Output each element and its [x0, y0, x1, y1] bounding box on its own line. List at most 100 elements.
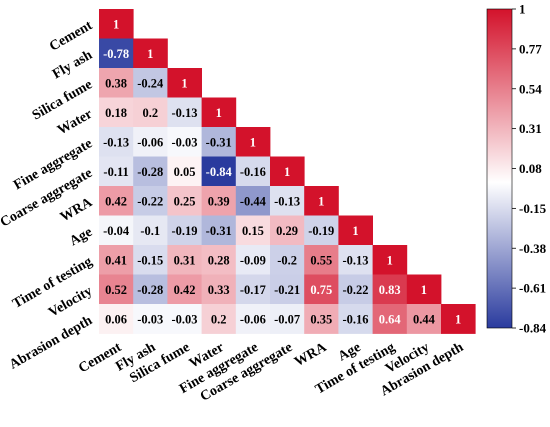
heatmap-cell	[235, 156, 271, 187]
heatmap-cell	[167, 156, 202, 187]
heatmap-cell	[201, 245, 237, 275]
heatmap-cell	[235, 127, 271, 157]
y-tick-label: WRA	[58, 195, 96, 226]
heatmap-cell	[304, 245, 339, 275]
cell-value-label: -0.03	[171, 135, 197, 149]
cell-value-label: -0.28	[137, 165, 163, 179]
cell-value-label: -0.06	[137, 135, 163, 149]
heatmap-cell	[304, 274, 339, 305]
cell-value-label: 1	[147, 47, 153, 61]
cell-value-label: 1	[113, 17, 119, 31]
cell-value-label: 0.52	[105, 283, 127, 297]
cell-value-label: 0.42	[105, 194, 127, 208]
colorbar-tick-label: 1	[519, 2, 526, 17]
heatmap-cell	[338, 274, 373, 305]
cell-value-label: -0.13	[171, 106, 197, 120]
cell-value-label: -0.24	[137, 76, 164, 90]
cell-value-label: -0.17	[240, 283, 266, 297]
heatmap-cell	[133, 38, 168, 69]
heatmap-cell	[372, 304, 408, 334]
heatmap-cell	[99, 274, 134, 305]
cell-value-label: 0.29	[276, 224, 298, 238]
cell-value-label: 1	[250, 135, 256, 149]
cell-value-label: 0.25	[174, 194, 196, 208]
colorbar-tick-label: 0.54	[519, 81, 542, 96]
cell-value-label: -0.16	[240, 165, 266, 179]
heatmap-cell	[406, 274, 442, 305]
cell-value-label: -0.15	[137, 253, 163, 267]
y-tick-label: Water	[55, 107, 95, 139]
colorbar-tick-label: -0.38	[519, 241, 547, 256]
colorbar-gradient	[486, 8, 513, 329]
cell-value-label: -0.28	[137, 283, 163, 297]
heatmap-cell	[441, 304, 476, 334]
heatmap-cell	[133, 186, 168, 216]
heatmap-cell	[270, 215, 305, 246]
cell-value-label: -0.31	[206, 135, 232, 149]
cell-value-label: -0.1	[140, 224, 160, 238]
cell-value-label: -0.13	[342, 253, 368, 267]
cell-value-label: -0.21	[274, 283, 300, 297]
heatmap-cell	[406, 304, 442, 334]
cell-value-label: 0.2	[211, 312, 227, 326]
cell-value-label: -0.44	[240, 194, 267, 208]
cell-value-label: 0.83	[379, 283, 401, 297]
cell-value-label: -0.03	[171, 312, 197, 326]
colorbar-tick-label: 0.31	[519, 121, 542, 136]
cell-value-label: 1	[387, 253, 393, 267]
heatmap-cell	[99, 9, 134, 39]
heatmap-cell	[99, 186, 134, 216]
cell-value-label: -0.03	[137, 312, 163, 326]
cell-value-label: 0.18	[105, 106, 127, 120]
colorbar-tick-label: 0.77	[519, 41, 542, 56]
cell-value-label: 0.28	[208, 253, 230, 267]
cell-value-label: -0.84	[206, 165, 233, 179]
cell-value-label: 0.41	[105, 253, 127, 267]
cell-value-label: -0.78	[103, 47, 129, 61]
heatmap-cell	[201, 274, 237, 305]
cell-value-label: -0.09	[240, 253, 266, 267]
heatmap-cell	[167, 215, 202, 246]
y-tick-label: Age	[67, 225, 95, 250]
heatmap-cell	[338, 245, 373, 275]
cell-value-label: 0.06	[105, 312, 127, 326]
heatmap-cell	[167, 68, 202, 98]
cell-value-label: 0.42	[174, 283, 196, 297]
x-tick-label: WRA	[292, 340, 330, 371]
cell-value-label: -0.16	[342, 312, 368, 326]
cell-value-label: 0.05	[174, 165, 196, 179]
heatmap-cell	[167, 304, 202, 334]
cell-value-label: 0.75	[310, 283, 332, 297]
heatmap-cell	[201, 97, 237, 128]
heatmap-cell	[133, 127, 168, 157]
cell-value-label: 1	[455, 312, 461, 326]
heatmap-cell	[304, 215, 339, 246]
colorbar: 1 0.77 0.54 0.31 0.08 -0.15 -0.38 -0.61 -0.84	[486, 2, 547, 336]
cell-value-label: 0.39	[208, 194, 230, 208]
cell-value-label: 1	[284, 165, 290, 179]
heatmap-cell	[167, 127, 202, 157]
cell-value-label: -0.19	[308, 224, 334, 238]
heatmap-cell	[167, 245, 202, 275]
cell-value-label: -0.22	[342, 283, 368, 297]
heatmap-cell	[133, 215, 168, 246]
heatmap-cell	[167, 97, 202, 128]
heatmap-cell	[270, 156, 305, 187]
colorbar-tick-label: 0.08	[519, 161, 542, 176]
heatmap-cell	[99, 97, 134, 128]
heatmap-cell	[201, 215, 237, 246]
cell-value-label: 0.38	[105, 76, 127, 90]
cell-value-label: 0.64	[379, 312, 402, 326]
heatmap-cell	[201, 304, 237, 334]
cell-value-label: 1	[181, 76, 187, 90]
colorbar-tick-label: -0.61	[519, 281, 546, 296]
cell-value-label: 1	[421, 283, 427, 297]
cell-value-label: 0.33	[208, 283, 230, 297]
heatmap-cell	[133, 304, 168, 334]
cell-value-label: -0.07	[274, 312, 300, 326]
heatmap-cell	[338, 215, 373, 246]
heatmap-cell	[167, 274, 202, 305]
heatmap-cell	[372, 245, 408, 275]
heatmap-cell	[270, 245, 305, 275]
